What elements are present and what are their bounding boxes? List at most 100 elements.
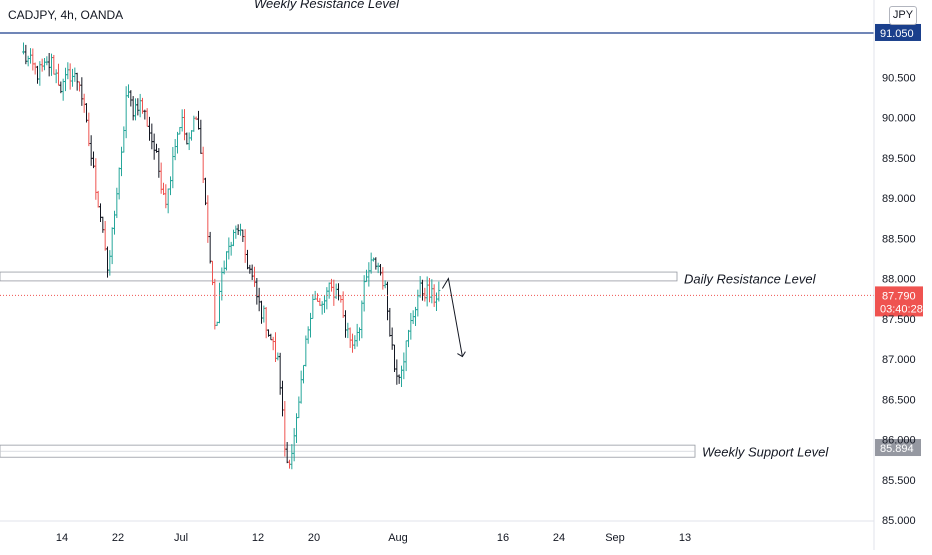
ohlc-bar	[22, 42, 25, 55]
daily-resistance-zone	[0, 271, 678, 282]
ohlc-bar	[418, 276, 422, 298]
ohlc-bar	[103, 220, 107, 251]
ohlc-bar	[367, 262, 371, 287]
price-tick-label: 86.500	[882, 394, 916, 406]
axes: 85.000 85.500 86.000 86.500 87.000 87.500 88.0…	[0, 0, 916, 550]
ohlc-bar	[374, 257, 378, 270]
ohlc-bars	[22, 42, 441, 470]
ohlc-bar	[360, 300, 364, 339]
ohlc-bar	[157, 148, 161, 178]
ohlc-bar	[73, 67, 77, 82]
ohlc-bar	[236, 224, 240, 235]
current-price-tag	[875, 286, 923, 317]
ohlc-bar	[292, 428, 296, 462]
ohlc-bar	[227, 237, 231, 260]
ohlc-bar	[64, 67, 67, 92]
ohlc-bar	[87, 112, 91, 147]
ohlc-bar	[166, 188, 170, 214]
ohlc-bar	[243, 229, 247, 263]
ohlc-bar	[437, 281, 441, 302]
ohlc-bar	[430, 279, 434, 304]
ohlc-bar	[127, 84, 130, 99]
ohlc-bar	[351, 333, 354, 353]
ohlc-bar	[304, 335, 308, 367]
ohlc-bar	[381, 267, 385, 290]
ohlc-bar	[376, 262, 380, 274]
weekly-resistance-label: Weekly Resistance Level	[254, 0, 400, 11]
ohlc-bar	[173, 139, 177, 161]
ohlc-bar	[187, 132, 191, 151]
projection-arrow-path	[441, 277, 463, 357]
ohlc-bar	[213, 278, 217, 330]
ohlc-bar	[31, 48, 35, 71]
ohlc-bar	[94, 158, 98, 200]
ohlc-bar	[404, 340, 408, 372]
ohlc-bar	[234, 225, 238, 239]
price-tick-label: 88.000	[882, 274, 916, 286]
ohlc-bar	[229, 241, 233, 256]
ohlc-bar	[47, 52, 51, 77]
ohlc-bar	[29, 48, 32, 64]
ohlc-bar	[152, 133, 156, 160]
price-tick-label: 89.000	[882, 193, 916, 205]
ohlc-bar	[274, 332, 277, 363]
ohlc-bar	[241, 229, 245, 242]
ohlc-bar	[71, 68, 74, 87]
ohlc-bar	[327, 282, 331, 299]
ohlc-bar	[180, 109, 184, 132]
ohlc-bar	[281, 380, 284, 417]
time-tick-label: 22	[112, 532, 124, 544]
ohlc-bar	[260, 300, 263, 324]
ohlc-bar	[302, 364, 305, 384]
ohlc-bar	[101, 216, 105, 233]
ohlc-bar	[278, 352, 282, 395]
ohlc-bar	[124, 86, 128, 139]
ohlc-bar	[113, 210, 116, 235]
ohlc-bar	[423, 287, 427, 302]
ohlc-bar	[218, 282, 221, 324]
ohlc-bar	[92, 151, 95, 169]
ohlc-bar	[397, 374, 401, 384]
ohlc-bar	[269, 333, 273, 341]
projection-arrowhead	[457, 351, 466, 358]
ohlc-bar	[45, 56, 49, 66]
ohlc-bar	[393, 344, 396, 372]
ohlc-bar	[50, 53, 53, 76]
ohlc-bar	[82, 93, 86, 113]
ohlc-bar	[332, 279, 336, 306]
ohlc-bar	[36, 65, 39, 84]
ohlc-bar	[299, 370, 303, 404]
currency-button[interactable]: JPY	[889, 6, 917, 25]
price-tick-label: 86.000	[882, 435, 916, 447]
symbol-title: CADJPY, 4h, OANDA	[8, 8, 124, 22]
level-zones	[0, 271, 696, 458]
ohlc-bar	[400, 365, 403, 387]
ohlc-bar	[257, 287, 261, 312]
ohlc-bar	[346, 322, 350, 339]
ohlc-bar	[283, 400, 287, 457]
ohlc-bar	[148, 116, 151, 141]
ohlc-bar	[162, 182, 165, 195]
ohlc-bar	[136, 98, 140, 116]
price-tick-label: 87.500	[882, 314, 916, 326]
time-tick-label: Sep	[605, 532, 625, 544]
time-tick-label: 24	[553, 532, 565, 544]
ohlc-bar	[68, 63, 72, 90]
ohlc-bar	[106, 246, 109, 278]
ohlc-bar	[395, 359, 399, 385]
time-tick-label: 20	[308, 532, 320, 544]
ohlc-bar	[353, 335, 357, 350]
ohlc-bar	[325, 287, 329, 310]
ohlc-bar	[150, 123, 154, 150]
time-tick-label: 14	[56, 532, 68, 544]
ohlc-bar	[402, 352, 406, 380]
ohlc-bar	[66, 62, 70, 80]
ohlc-bar	[255, 277, 259, 305]
ohlc-bar	[78, 81, 81, 92]
ohlc-bar	[386, 281, 389, 321]
ohlc-bar	[57, 63, 60, 86]
ohlc-bar	[115, 187, 119, 219]
